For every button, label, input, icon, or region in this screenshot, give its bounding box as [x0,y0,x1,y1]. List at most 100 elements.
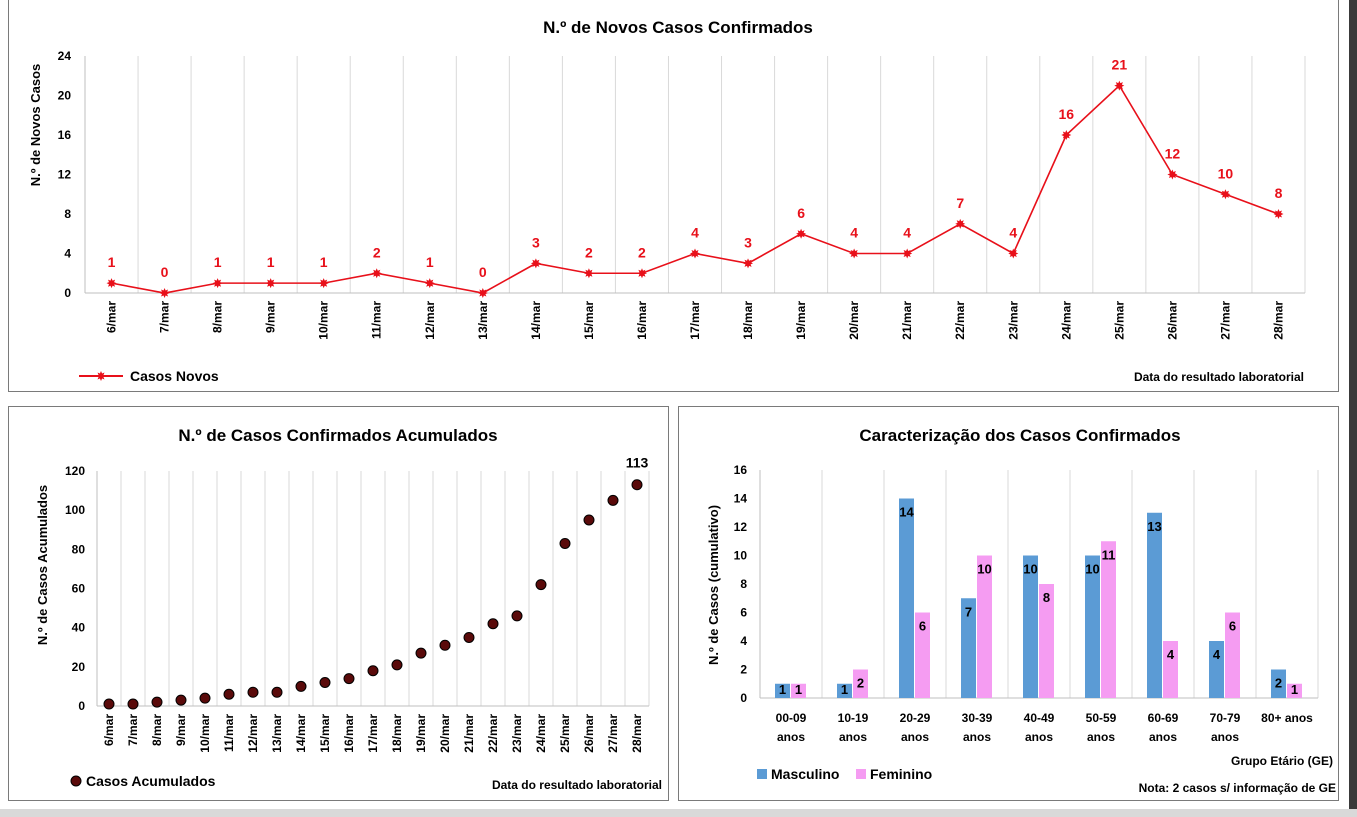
x-tick-label-line: anos [963,730,991,744]
data-point [343,673,355,685]
data-point [295,680,307,692]
x-tick-label: 11/mar [222,714,236,752]
legend-label-feminino: Feminino [870,766,932,782]
data-point [106,278,117,289]
x-tick-label: 24/mar [534,714,548,753]
bar-label: 1 [779,682,786,697]
bar-masculino [1209,641,1224,698]
bar-feminino [915,612,930,698]
x-tick-label: 18/mar [741,301,755,340]
x-tick-label-line: anos [777,730,805,744]
data-point [103,698,115,710]
x-tick-label-line: anos [1025,730,1053,744]
x-tick-label: 7/mar [158,301,172,333]
chart-title: N.º de Casos Confirmados Acumulados [178,426,497,445]
data-point [477,288,488,298]
data-point [535,579,547,591]
bar-label: 6 [1229,619,1236,634]
data-point [319,677,331,688]
y-tick-label: 4 [64,247,71,261]
x-tick-label: 9/mar [174,714,188,746]
x-tick-label-line: 00-09 [776,711,807,725]
data-label: 0 [479,264,487,280]
y-tick-label: 80 [72,542,86,556]
bar-label: 6 [919,619,926,634]
bar-feminino [1039,584,1054,698]
data-label: 10 [1218,165,1234,181]
data-point [955,218,966,229]
bar-feminino [1101,541,1116,698]
bar-masculino [899,498,914,698]
bar-label: 2 [1275,676,1282,691]
x-tick-label: 7/mar [126,714,140,746]
window-edge [1349,0,1357,817]
x-tick-label: 24/mar [1059,301,1073,340]
data-point [902,248,913,259]
data-point [511,610,523,622]
x-tick-label: 6/mar [102,714,116,746]
bar-label: 4 [1213,647,1221,662]
bar-label: 10 [1023,562,1037,577]
data-label: 4 [691,225,699,241]
data-point [199,692,211,704]
x-tick-label: 13/mar [476,301,490,340]
x-tick-label-line: anos [1149,730,1177,744]
legend-label-masculino: Masculino [771,766,839,782]
x-tick-label: 60-69 anos [1148,711,1179,744]
x-tick-label: 10/mar [317,301,331,340]
bar-label: 1 [841,682,848,697]
x-tick-label: 8/mar [150,714,164,746]
chart-title: Caracterização dos Casos Confirmados [859,426,1180,445]
data-point [637,268,647,279]
data-label: 4 [850,225,858,241]
data-label: 4 [903,225,911,241]
x-axis-label: Data do resultado laboratorial [492,778,662,792]
x-tick-label: 30-39 anos [962,711,993,744]
data-label: 12 [1165,146,1181,162]
data-point [849,248,860,259]
data-point [212,278,223,289]
x-tick-label: 17/mar [688,301,702,340]
data-point [583,514,595,526]
x-tick-label: 26/mar [582,714,596,753]
x-tick-label-line: anos [839,730,867,744]
x-tick-label: 23/mar [1006,301,1020,340]
bar-feminino [791,683,806,698]
y-axis-label: N.º de Casos (cumulativo) [706,505,721,665]
x-tick-label: 27/mar [606,714,620,753]
x-tick-label: 00-09 anos [776,711,807,744]
x-tick-label: 12/mar [246,714,260,753]
data-point [1061,130,1072,140]
data-point [159,288,170,298]
data-point [487,618,499,630]
data-label: 21 [1112,57,1128,73]
x-tick-label: 14/mar [529,301,543,340]
bar-label: 2 [857,676,864,691]
x-tick-label: 50-59 anos [1086,711,1117,744]
x-tick-label: 13/mar [270,714,284,753]
data-label: 6 [797,205,805,221]
data-point [743,258,753,269]
data-point [265,278,276,289]
legend: Casos Novos [79,368,219,384]
data-point [127,698,139,710]
cumulative-cases-panel [8,406,669,801]
y-tick-label: 0 [64,286,71,300]
data-label: 7 [956,195,964,211]
x-tick-label-line: 30-39 [962,711,993,725]
y-tick-label: 6 [740,606,747,620]
y-tick-label: 8 [740,577,747,591]
bar-feminino [1287,683,1302,698]
x-tick-label: 22/mar [486,714,500,753]
legend-label: Casos Novos [130,368,219,384]
x-tick-label: 15/mar [318,714,332,753]
data-point [424,278,435,289]
x-tick-label: 14/mar [294,714,308,753]
x-tick-label-line: anos [1087,730,1115,744]
data-point [247,686,259,698]
y-tick-label: 16 [58,128,72,142]
data-label: 1 [108,254,116,270]
data-point [223,688,235,700]
bar-masculino [961,598,976,698]
window-edge-bottom [0,809,1357,817]
